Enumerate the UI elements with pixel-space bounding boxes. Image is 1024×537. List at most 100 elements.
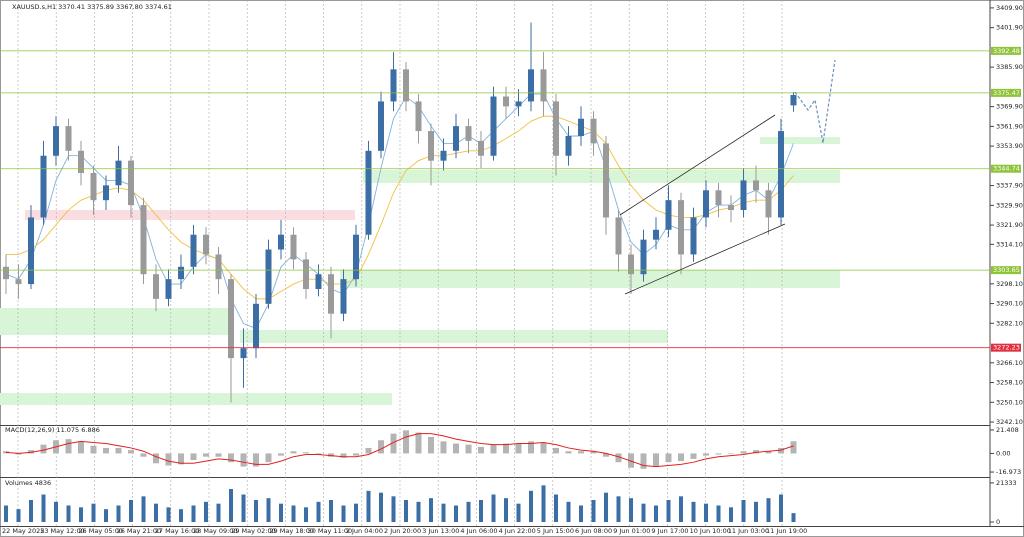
- y-tick-label: 3337.90: [996, 182, 1023, 190]
- y-tick-label: 21333: [996, 479, 1017, 487]
- volume-bar: [404, 500, 408, 522]
- candle-body: [703, 190, 709, 218]
- candle-body: [215, 254, 222, 280]
- time-label: 2 Jun 20:00: [384, 527, 421, 535]
- zones: [0, 137, 840, 405]
- candle-body: [665, 200, 672, 230]
- time-label: 11 Jun 03:00: [728, 527, 769, 535]
- macd-bar: [90, 445, 97, 454]
- candle-body: [765, 190, 772, 218]
- candle-body: [53, 126, 59, 156]
- macd-title: MACD(12,26,9) 11.075 6.886: [5, 426, 100, 434]
- macd-bar: [178, 453, 184, 465]
- y-tick-label: 3369.90: [996, 103, 1023, 111]
- macd-bar: [640, 453, 647, 469]
- macd-bar: [715, 453, 722, 455]
- time-label: 6 Jun 08:00: [575, 527, 612, 535]
- candle-body: [690, 217, 697, 255]
- candle-body: [615, 217, 622, 255]
- volume-bar: [779, 494, 783, 522]
- candle-body: [490, 96, 497, 156]
- volume-bar: [591, 500, 596, 522]
- volume-bar: [41, 494, 46, 522]
- volume-bar: [166, 507, 171, 522]
- y-tick-label: 3298.10: [996, 280, 1023, 288]
- time-label: 9 Jun 17:00: [651, 527, 688, 535]
- time-label: 11 Jun 19:00: [766, 527, 807, 535]
- y-tick-label: 0: [996, 518, 1000, 526]
- candle-body: [15, 279, 22, 285]
- volume-bar: [16, 509, 21, 522]
- candle-body: [790, 94, 797, 106]
- y-tick-label: 3401.90: [996, 24, 1023, 32]
- price-level-label: 3344.74: [993, 165, 1020, 173]
- candle-body: [715, 190, 722, 206]
- candle-body: [153, 274, 159, 299]
- macd-bar: [215, 453, 222, 457]
- y-tick-label: 0.00: [996, 449, 1010, 457]
- volume-bar: [454, 505, 458, 522]
- price-level-label: 3392.48: [993, 47, 1020, 55]
- macd-bar: [615, 453, 622, 463]
- candle-body: [403, 69, 409, 102]
- macd-bar: [503, 443, 509, 454]
- volume-title: Volumes 4836: [5, 479, 51, 487]
- macd-bar: [565, 451, 572, 454]
- volume-bar: [179, 509, 183, 522]
- macd-bar: [628, 453, 634, 468]
- volume-bar: [604, 492, 608, 522]
- candle-body: [528, 69, 534, 102]
- volume-bar: [254, 500, 258, 522]
- macd-bar: [778, 447, 784, 454]
- moving-average: [6, 115, 794, 300]
- candle-body: [428, 131, 434, 161]
- volume-bar: [66, 505, 71, 522]
- time-label: 4 Jun 06:00: [460, 527, 497, 535]
- support-zone: [760, 137, 840, 144]
- y-tick-label: 3250.10: [996, 398, 1023, 406]
- candle-body: [753, 180, 759, 191]
- time-label: 30 May 11:00: [308, 527, 353, 535]
- volume-bar: [504, 498, 508, 522]
- candle-body: [128, 160, 134, 206]
- time-label: 26 May 05:00: [78, 527, 123, 535]
- macd-bar: [315, 453, 322, 455]
- y-tick-label: 3321.90: [996, 221, 1023, 229]
- volume-bar: [316, 501, 321, 522]
- support-zone: [240, 330, 668, 343]
- candle-body: [103, 185, 109, 201]
- volume-bar: [541, 485, 546, 522]
- macd-bar: [128, 450, 134, 454]
- candle-body: [290, 234, 297, 260]
- y-tick-label: 3409.90: [996, 4, 1023, 12]
- macd-bar: [303, 452, 309, 454]
- volume-bar: [479, 500, 483, 522]
- y-tick-label: 3361.90: [996, 122, 1023, 130]
- candle-body: [678, 200, 684, 255]
- macd-bar: [328, 453, 334, 457]
- chart-title: XAUUSD.s,H1 3370.41 3375.89 3367.80 3374…: [12, 3, 172, 11]
- volume-bar: [729, 507, 733, 522]
- volume-bar: [429, 498, 433, 522]
- moving-average: [5, 93, 794, 330]
- macd-bar: [28, 450, 34, 454]
- volume-bar: [329, 500, 333, 522]
- volume-bar: [391, 496, 396, 522]
- macd-bar: [165, 453, 172, 466]
- macd-bar: [553, 447, 559, 454]
- price-level-tag: [991, 266, 1021, 275]
- price-level-tag: [991, 343, 1021, 352]
- volume-bar: [579, 505, 583, 522]
- macd-bar: [490, 444, 497, 454]
- price-level-label: 3272.23: [993, 344, 1020, 352]
- volume-bar: [441, 503, 446, 522]
- volume-bar: [266, 498, 271, 522]
- volume-bar: [754, 501, 758, 522]
- macd-bar: [453, 443, 459, 454]
- candle-body: [378, 101, 384, 151]
- macd-bar: [653, 453, 659, 467]
- macd-bar: [528, 441, 534, 454]
- time-label: 28 May 09:00: [193, 527, 238, 535]
- macd-bar: [690, 453, 697, 459]
